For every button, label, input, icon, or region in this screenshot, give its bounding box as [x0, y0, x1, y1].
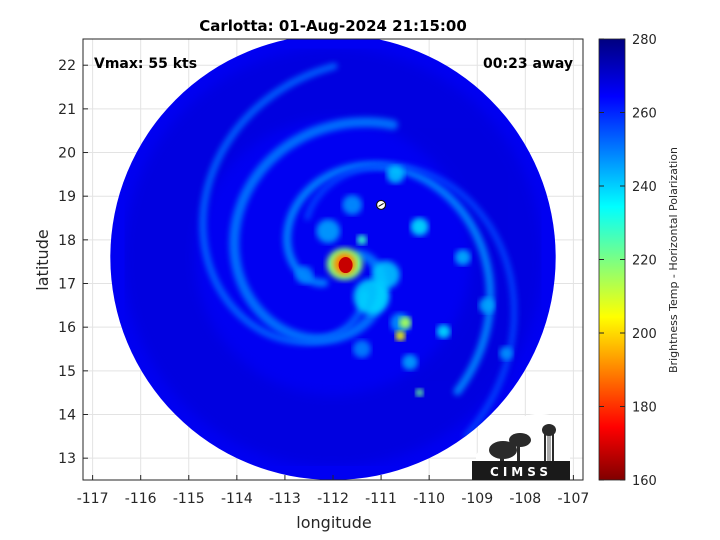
- colorbar-tick-label: 200: [632, 327, 657, 342]
- y-tick-label: 19: [58, 189, 76, 205]
- swath-features: [123, 47, 543, 467]
- convective-patch: [410, 217, 429, 236]
- colorbar-tick-label: 240: [632, 180, 657, 195]
- colorbar-tick-label: 160: [632, 474, 657, 489]
- convective-patch: [342, 194, 363, 215]
- rain-band: [283, 161, 495, 396]
- y-tick-label: 18: [58, 233, 76, 249]
- colorbar-label: Brightness Temp - Horizontal Polarizatio…: [667, 147, 680, 373]
- convective-patch: [386, 165, 405, 184]
- x-tick-label: -108: [509, 491, 541, 507]
- colorbar-ticks: 160 180 200 220 240 260 280: [599, 33, 657, 489]
- convective-cell: [395, 330, 406, 341]
- colorbar-tick-label: 220: [632, 254, 657, 269]
- x-tick-label: -110: [413, 491, 445, 507]
- convective-patch: [436, 324, 451, 339]
- convective-patch: [499, 346, 514, 361]
- convective-patch: [371, 260, 400, 289]
- microwave-swath: [110, 39, 556, 480]
- colorbar: 160 180 200 220 240 260 280 Brightness Temp - …: [598, 33, 680, 489]
- colorbar-tick-label: 280: [632, 33, 657, 48]
- cimss-logo-icon: CIMSS: [472, 413, 570, 480]
- x-tick-label: -113: [269, 491, 301, 507]
- rain-band: [304, 162, 518, 439]
- vmax-annotation: Vmax: 55 kts: [94, 56, 197, 72]
- time-away-annotation: 00:23 away: [483, 56, 573, 72]
- x-tick-label: -109: [461, 491, 493, 507]
- convective-patch: [401, 354, 418, 371]
- x-tick-label: -115: [173, 491, 205, 507]
- x-tick-label: -117: [77, 491, 109, 507]
- convective-cell: [399, 316, 412, 329]
- y-tick-label: 17: [58, 277, 76, 293]
- y-tick-label: 15: [58, 364, 76, 380]
- x-tick-label: -107: [557, 491, 589, 507]
- convective-patch: [352, 340, 371, 359]
- y-tick-label: 13: [58, 451, 76, 467]
- rain-band: [199, 62, 368, 346]
- y-tick-label: 14: [58, 408, 76, 424]
- y-tick-label: 22: [58, 58, 76, 74]
- y-axis-ticks: 13 14 15 16 17 18 19 20 21 22: [58, 58, 88, 467]
- storm-core: [338, 257, 353, 274]
- cimss-logo-text: CIMSS: [490, 465, 552, 479]
- x-axis-label: longitude: [296, 513, 371, 532]
- convective-cell: [356, 234, 367, 245]
- convective-cell: [415, 388, 424, 397]
- y-tick-label: 16: [58, 320, 76, 336]
- convective-patch: [295, 265, 314, 284]
- y-tick-label: 20: [58, 146, 76, 162]
- x-tick-label: -112: [317, 491, 349, 507]
- map-title: Carlotta: 01-Aug-2024 21:15:00: [199, 17, 467, 35]
- convective-patch: [454, 249, 471, 266]
- x-tick-label: -114: [221, 491, 253, 507]
- x-axis-ticks: -117 -116 -115 -114 -113 -112 -111 -110 -109 -108…: [77, 475, 589, 507]
- y-tick-label: 21: [58, 102, 76, 118]
- x-tick-label: -111: [365, 491, 397, 507]
- convective-patch: [316, 219, 341, 244]
- convective-patch: [478, 297, 495, 314]
- colorbar-tick-label: 260: [632, 107, 657, 122]
- center-fix-mark: [378, 202, 384, 207]
- colorbar-tick-label: 180: [632, 401, 657, 416]
- y-axis-label: latitude: [33, 229, 52, 290]
- x-tick-label: -116: [125, 491, 157, 507]
- map-plot-area: -117 -116 -115 -114 -113 -112 -111 -110 -109 -108…: [58, 38, 589, 507]
